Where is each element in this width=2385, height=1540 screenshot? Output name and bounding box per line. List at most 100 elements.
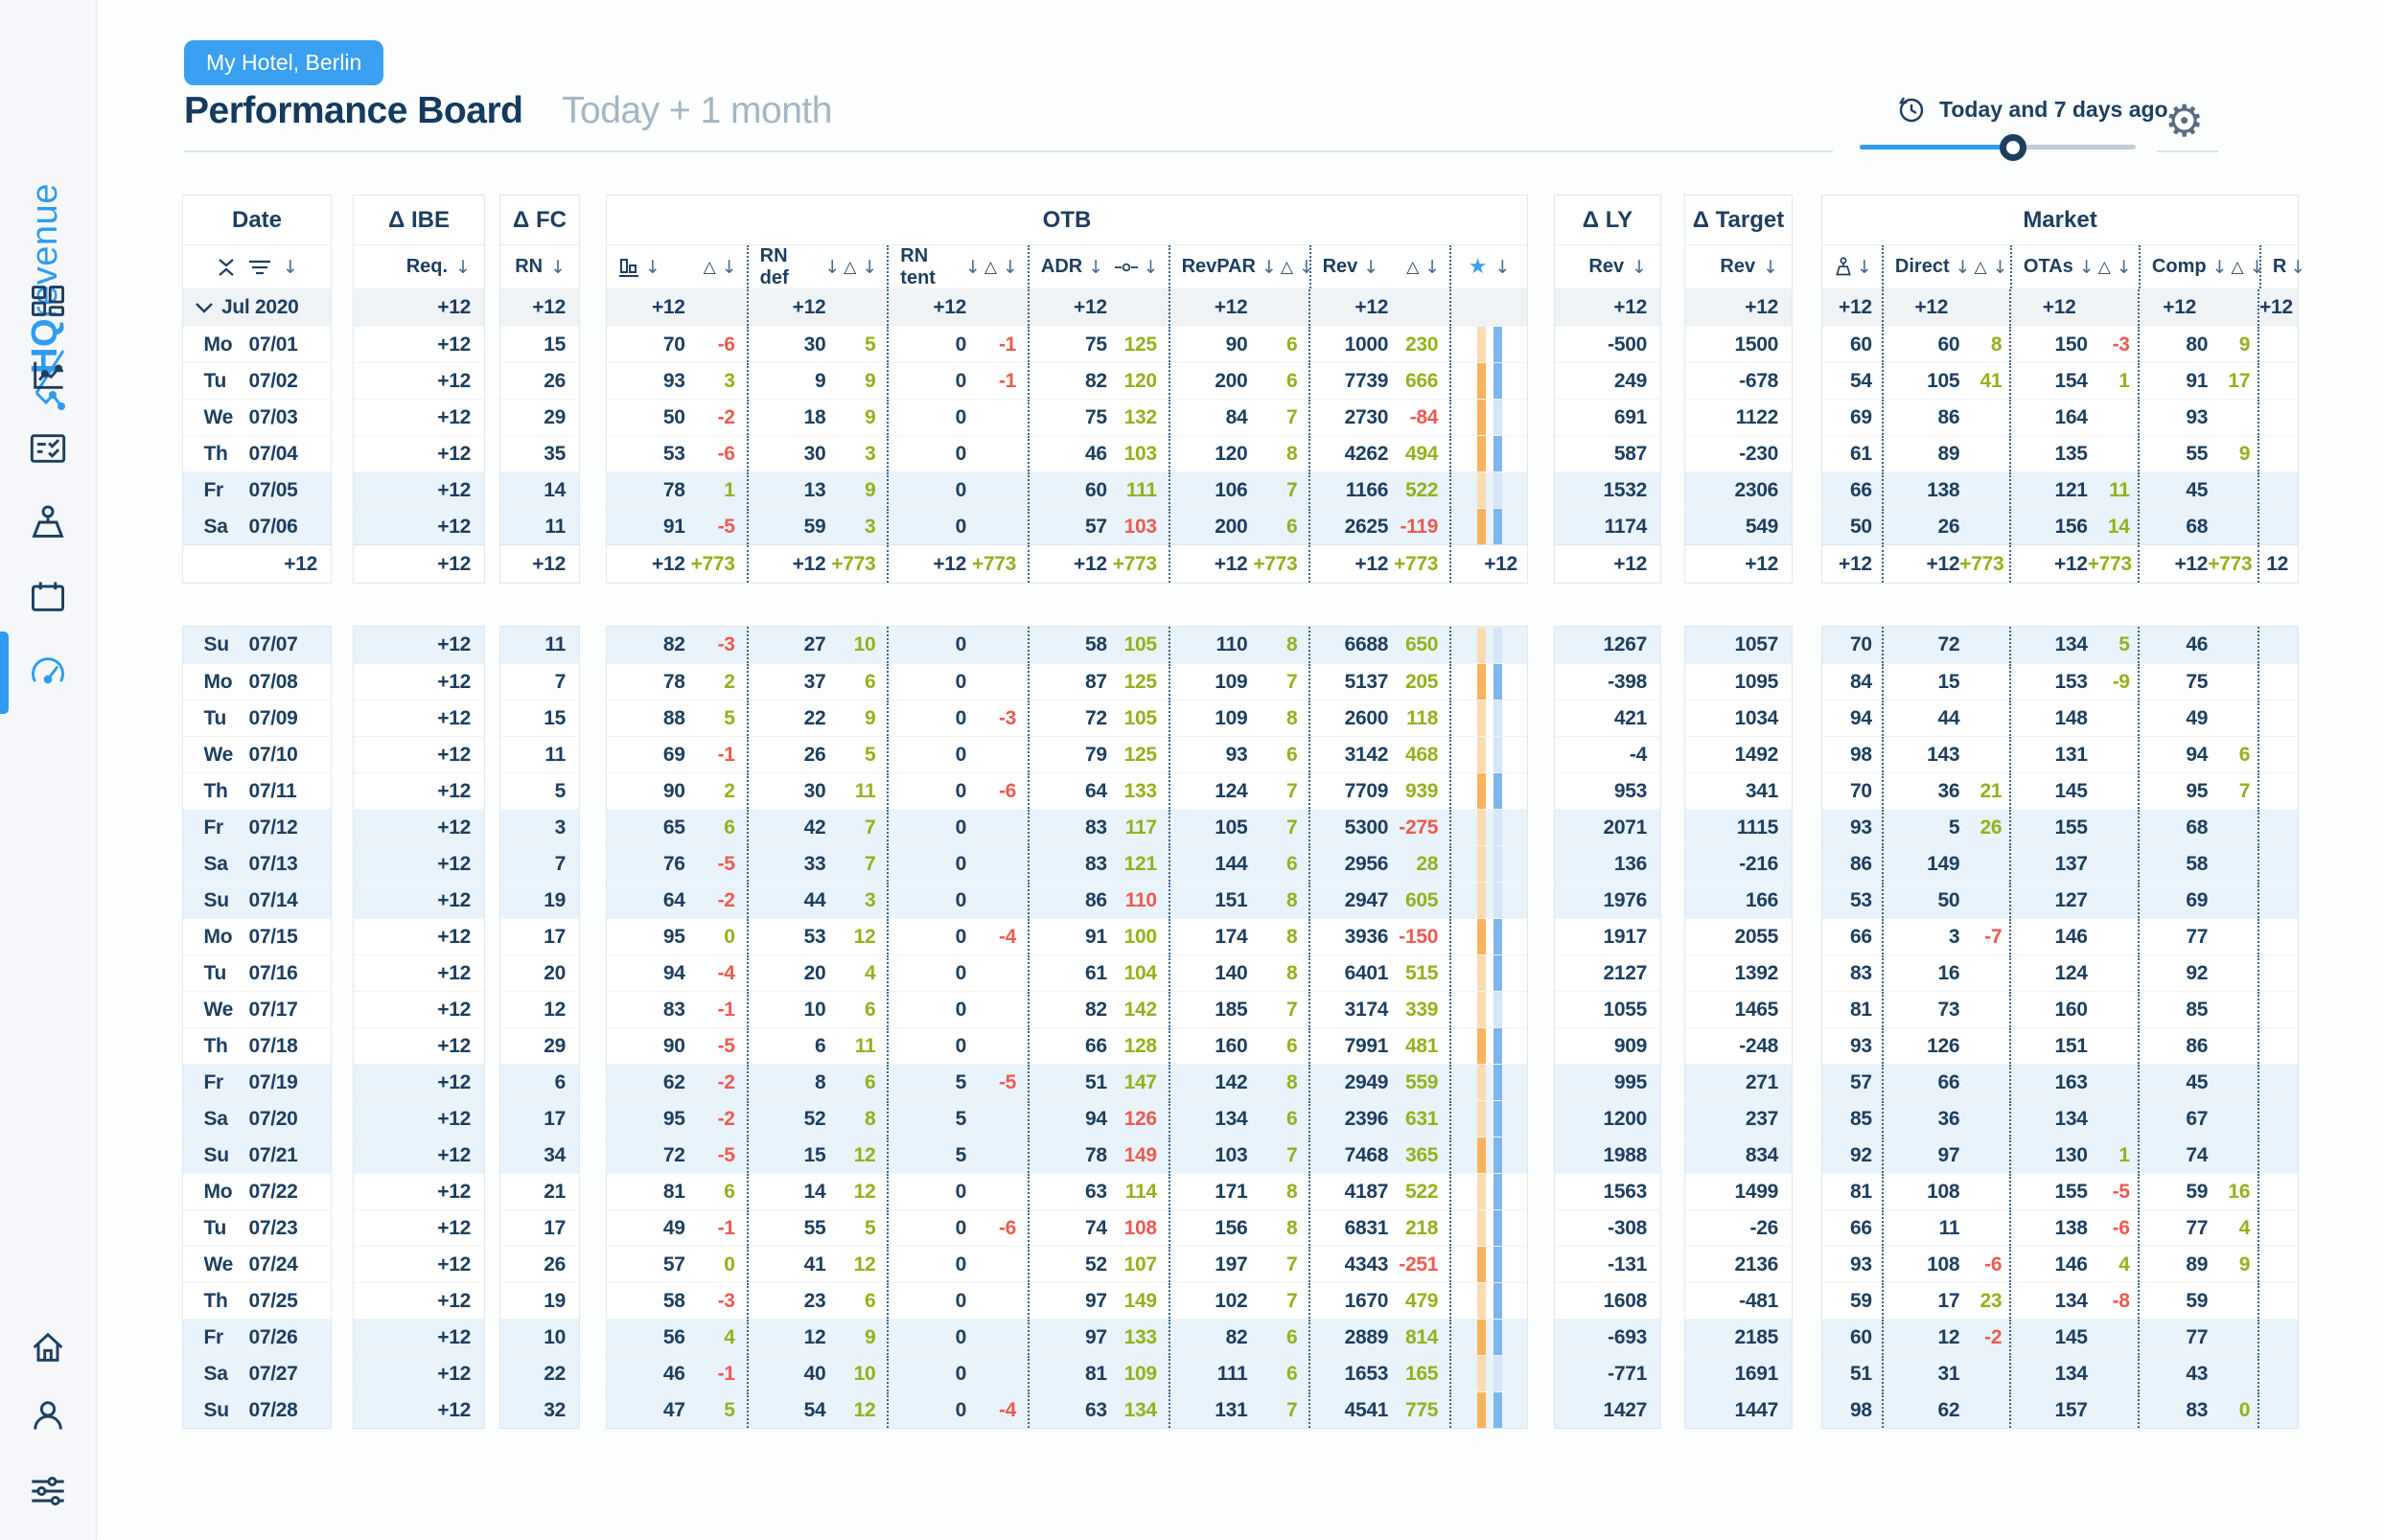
table-row[interactable]: Sa 07/20 [183, 1100, 331, 1137]
table-row[interactable]: 84 15 153 -9 75 [1822, 663, 2298, 700]
table-row[interactable]: 78 2 37 6 0 87 125 109 7 5137 205 [607, 663, 1527, 700]
table-row[interactable]: Mo 07/15 [183, 918, 331, 954]
table-row[interactable]: 19 [500, 1282, 579, 1319]
table-row[interactable]: 56 4 12 9 0 97 133 82 6 2889 814 [607, 1319, 1527, 1355]
table-row[interactable]: 57 66 163 45 [1822, 1064, 2298, 1100]
table-row[interactable]: 17 [500, 918, 579, 954]
month-group-row[interactable]: +12 [354, 289, 484, 326]
table-row[interactable]: 3 [500, 809, 579, 845]
table-row[interactable]: 98 143 131 94 6 [1822, 736, 2298, 772]
table-row[interactable]: -771 [1555, 1355, 1660, 1391]
month-group-row[interactable]: +12 [500, 289, 579, 326]
compare-slider-knob[interactable] [2000, 134, 2026, 161]
table-row[interactable]: 1200 [1555, 1100, 1660, 1137]
table-row[interactable]: 51 31 134 43 [1822, 1355, 2298, 1391]
calendar-icon[interactable] [29, 578, 67, 616]
table-row[interactable]: 95 0 53 12 0 -4 91 100 174 8 3936 -150 [607, 918, 1527, 954]
table-row[interactable]: 15 [500, 326, 579, 362]
table-row[interactable]: +12 [354, 663, 484, 700]
table-row[interactable]: +12 [354, 627, 484, 663]
table-row[interactable]: -26 [1685, 1209, 1792, 1246]
date-subheader[interactable]: ↓ [183, 245, 331, 289]
table-row[interactable]: 82 -3 27 10 0 58 105 110 8 6688 650 [607, 627, 1527, 663]
table-row[interactable]: Fr 07/26 [183, 1319, 331, 1355]
table-row[interactable]: 1267 [1555, 627, 1660, 663]
table-row[interactable]: 11 [500, 508, 579, 544]
table-row[interactable]: -678 [1685, 362, 1792, 399]
table-row[interactable]: 94 -4 20 4 0 61 104 140 8 6401 515 [607, 954, 1527, 991]
table-row[interactable]: 587 [1555, 435, 1660, 471]
table-row[interactable]: +12 [354, 1100, 484, 1137]
table-row[interactable]: 271 [1685, 1064, 1792, 1100]
table-row[interactable]: 691 [1555, 399, 1660, 435]
table-row[interactable]: 2185 [1685, 1319, 1792, 1355]
table-row[interactable]: +12 [354, 1027, 484, 1064]
table-row[interactable]: 65 6 42 7 0 83 117 105 7 5300 -275 [607, 809, 1527, 845]
table-row[interactable]: 76 -5 33 7 0 83 121 144 6 2956 28 [607, 845, 1527, 882]
table-row[interactable]: Su 07/21 [183, 1137, 331, 1173]
table-row[interactable]: 70 -6 30 5 0 -1 75 125 90 6 1000 230 [607, 326, 1527, 362]
table-row[interactable]: 57 0 41 12 0 52 107 197 7 4343 -251 [607, 1246, 1527, 1282]
table-row[interactable]: 66 3 -7 146 77 [1822, 918, 2298, 954]
table-row[interactable]: 1499 [1685, 1173, 1792, 1209]
table-row[interactable]: 1427 [1555, 1391, 1660, 1428]
table-row[interactable]: +12 [354, 326, 484, 362]
table-row[interactable]: 11 [500, 736, 579, 772]
table-row[interactable]: 81 73 160 85 [1822, 991, 2298, 1027]
month-group-row[interactable]: +12 +12 +12 +12 +12 [1822, 289, 2298, 326]
table-row[interactable]: Tu 07/16 [183, 954, 331, 991]
table-row[interactable]: 1532 [1555, 471, 1660, 508]
table-row[interactable]: 237 [1685, 1100, 1792, 1137]
table-row[interactable]: 20 [500, 954, 579, 991]
table-row[interactable]: -693 [1555, 1319, 1660, 1355]
table-row[interactable]: 22 [500, 1355, 579, 1391]
table-row[interactable]: 62 -2 8 6 5 -5 51 147 142 8 2949 559 [607, 1064, 1527, 1100]
sort-market-occupancy[interactable]: ↓ [1822, 245, 1884, 288]
table-row[interactable]: 85 36 134 67 [1822, 1100, 2298, 1137]
table-row[interactable]: Fr 07/05 [183, 471, 331, 508]
table-row[interactable]: 47 5 54 12 0 -4 63 134 131 7 4541 775 [607, 1391, 1527, 1428]
table-row[interactable]: Th 07/04 [183, 435, 331, 471]
table-row[interactable]: +12 [354, 1173, 484, 1209]
table-row[interactable]: +12 [354, 362, 484, 399]
table-row[interactable]: -216 [1685, 845, 1792, 882]
table-row[interactable]: Mo 07/08 [183, 663, 331, 700]
table-row[interactable]: 834 [1685, 1137, 1792, 1173]
table-row[interactable]: 2127 [1555, 954, 1660, 991]
compare-period-control[interactable]: Today and 7 days ago [1896, 94, 2168, 125]
month-group-row[interactable]: Jul 2020 [183, 289, 331, 326]
sort-revpar[interactable]: RevPAR ↓ △ ↓ [1170, 245, 1314, 288]
table-row[interactable]: 2306 [1685, 471, 1792, 508]
table-row[interactable]: 12 [500, 991, 579, 1027]
table-row[interactable]: +12 [354, 471, 484, 508]
table-row[interactable]: +12 [354, 700, 484, 736]
table-row[interactable]: +12 [354, 991, 484, 1027]
table-row[interactable]: +12 [354, 1319, 484, 1355]
table-row[interactable]: 26 [500, 362, 579, 399]
table-row[interactable]: 1447 [1685, 1391, 1792, 1428]
table-row[interactable]: 93 108 -6 146 4 89 9 [1822, 1246, 2298, 1282]
table-row[interactable]: We 07/24 [183, 1246, 331, 1282]
table-row[interactable]: 34 [500, 1137, 579, 1173]
table-row[interactable]: 61 89 135 55 9 [1822, 435, 2298, 471]
table-row[interactable]: 46 -1 40 10 0 81 109 111 6 1653 165 [607, 1355, 1527, 1391]
collapse-icon[interactable] [216, 258, 237, 277]
table-row[interactable]: +12 [354, 1137, 484, 1173]
table-row[interactable]: Sa 07/27 [183, 1355, 331, 1391]
table-row[interactable]: 249 [1555, 362, 1660, 399]
table-row[interactable]: 53 50 127 69 [1822, 882, 2298, 918]
table-row[interactable]: Su 07/14 [183, 882, 331, 918]
table-row[interactable]: 136 [1555, 845, 1660, 882]
table-row[interactable]: 66 138 121 11 45 [1822, 471, 2298, 508]
table-row[interactable]: We 07/17 [183, 991, 331, 1027]
sliders-icon[interactable] [29, 1472, 67, 1510]
table-row[interactable]: -481 [1685, 1282, 1792, 1319]
user-icon[interactable] [29, 1396, 67, 1435]
table-row[interactable]: 95 -2 52 8 5 94 126 134 6 2396 631 [607, 1100, 1527, 1137]
compare-slider-track[interactable] [1860, 145, 2136, 149]
table-row[interactable]: 341 [1685, 772, 1792, 809]
table-row[interactable]: -308 [1555, 1209, 1660, 1246]
table-row[interactable]: 1465 [1685, 991, 1792, 1027]
table-row[interactable]: 1115 [1685, 809, 1792, 845]
table-row[interactable]: +12 [354, 1064, 484, 1100]
